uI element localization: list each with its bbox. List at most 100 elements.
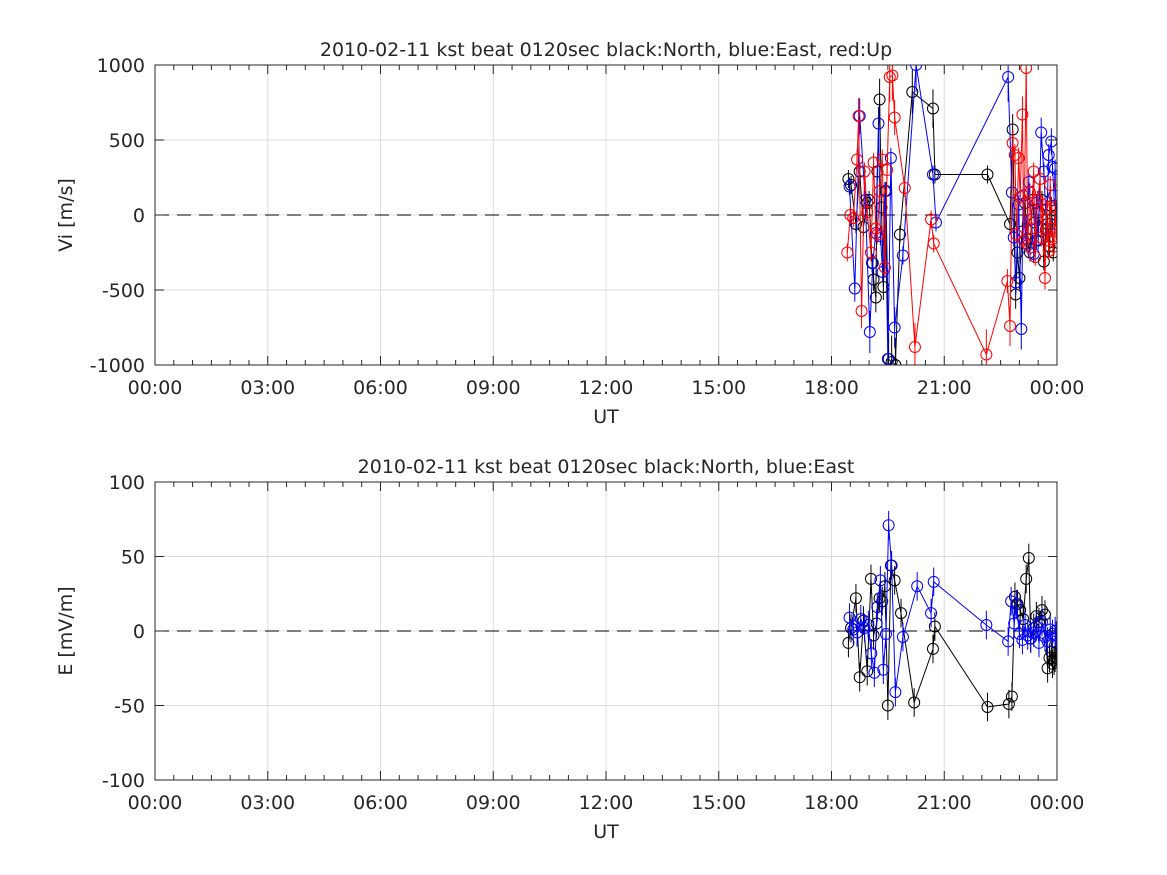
up-data-point (852, 110, 865, 122)
east-data-point (1021, 629, 1034, 642)
up-data-point (1012, 152, 1025, 164)
north-data-point (888, 574, 901, 587)
y-tick-label: 50 (121, 547, 145, 569)
y-axis-label: Vi [m/s] (55, 178, 77, 252)
north-data-point (908, 696, 921, 709)
up-data-point (1008, 149, 1021, 161)
up-data-point (878, 261, 891, 274)
x-tick-label: 00:00 (1030, 377, 1085, 399)
east-data-point (1020, 237, 1033, 250)
east-data-point (862, 619, 875, 632)
y-tick-label: -1000 (90, 355, 145, 377)
x-axis-label: UT (593, 406, 619, 428)
north-data-point (906, 86, 919, 98)
north-data-point (849, 592, 862, 605)
east-data-point (1035, 616, 1048, 629)
y-tick-label: 0 (133, 621, 145, 643)
up-data-point (881, 164, 894, 176)
east-data-point (888, 321, 901, 334)
up-data-point (1017, 234, 1030, 247)
up-data-point (1034, 173, 1047, 185)
east-data-point (896, 630, 909, 643)
north-data-point (873, 592, 886, 605)
up-data-point (861, 206, 874, 218)
east-data-point (980, 619, 993, 632)
up-data-point (888, 111, 901, 124)
east-data-point (882, 519, 895, 532)
east-data-point (926, 168, 939, 181)
east-data-point (848, 282, 861, 295)
east-data-point (851, 626, 864, 639)
east-data-point (1046, 161, 1057, 173)
x-tick-label: 18:00 (804, 377, 859, 399)
y-tick-label: 500 (109, 130, 145, 152)
east-data-point (1049, 162, 1057, 175)
east-data-point (896, 249, 909, 262)
up-data-point (1001, 275, 1014, 287)
up-data-point (886, 69, 899, 82)
y-tick-label: -50 (114, 696, 145, 718)
north-data-point (853, 671, 866, 684)
north-data-point (893, 228, 906, 241)
y-tick-label: -100 (102, 770, 145, 792)
x-tick-label: 06:00 (353, 792, 408, 814)
east-data-point (1013, 627, 1026, 640)
north-data-point (1049, 651, 1057, 664)
up-data-point (869, 222, 882, 235)
east-data-point (885, 559, 898, 572)
up-data-point (1006, 137, 1019, 149)
chart-title: 2010-02-11 kst beat 0120sec black:North,… (358, 456, 855, 478)
x-tick-label: 21:00 (917, 377, 972, 399)
up-data-point (1046, 233, 1057, 245)
up-data-point (883, 71, 896, 83)
y-tick-label: 0 (133, 205, 145, 227)
up-data-point (876, 153, 889, 166)
north-data-point (926, 642, 939, 655)
east-data-point (884, 152, 897, 164)
x-tick-label: 15:00 (691, 792, 746, 814)
up-data-point (867, 156, 880, 169)
north-data-point (873, 93, 886, 106)
east-data-point (863, 326, 876, 338)
north-data-point (885, 356, 898, 365)
east-data-point (879, 627, 892, 640)
north-data-point (895, 607, 908, 620)
x-tick-label: 06:00 (353, 377, 408, 399)
up-data-point (1020, 65, 1033, 74)
y-axis-label: E [mV/m] (55, 586, 77, 675)
up-data-point (873, 185, 886, 197)
x-tick-label: 03:00 (240, 792, 295, 814)
up-data-point (1027, 165, 1040, 178)
east-data-point (872, 117, 885, 130)
north-data-point (864, 572, 877, 585)
up-data-point (1014, 191, 1027, 203)
x-axis-label: UT (593, 821, 619, 843)
up-data-point (841, 246, 854, 259)
x-tick-label: 00:00 (128, 377, 183, 399)
north-data-point (842, 636, 855, 649)
east-data-point (1010, 598, 1023, 611)
east-data-point (1042, 149, 1055, 161)
north-data-point (845, 179, 858, 191)
north-data-point (1022, 551, 1035, 564)
up-data-point (1016, 108, 1029, 121)
north-data-point (928, 620, 941, 633)
x-tick-label: 12:00 (579, 792, 634, 814)
x-tick-label: 21:00 (917, 792, 972, 814)
x-tick-label: 03:00 (240, 377, 295, 399)
up-data-point (1049, 201, 1057, 214)
north-data-point (861, 665, 874, 678)
east-data-point (1047, 189, 1057, 202)
up-data-point (908, 341, 921, 353)
east-data-point (865, 647, 878, 660)
north-data-point (981, 168, 994, 181)
north-data-point (1002, 698, 1015, 711)
north-data-point (889, 359, 902, 365)
east-data-point (925, 607, 938, 620)
east-data-point (911, 580, 924, 593)
east-data-point (874, 574, 887, 587)
east-data-point (1027, 248, 1040, 260)
north-data-point (1008, 590, 1021, 603)
north-data-point (1004, 218, 1017, 230)
